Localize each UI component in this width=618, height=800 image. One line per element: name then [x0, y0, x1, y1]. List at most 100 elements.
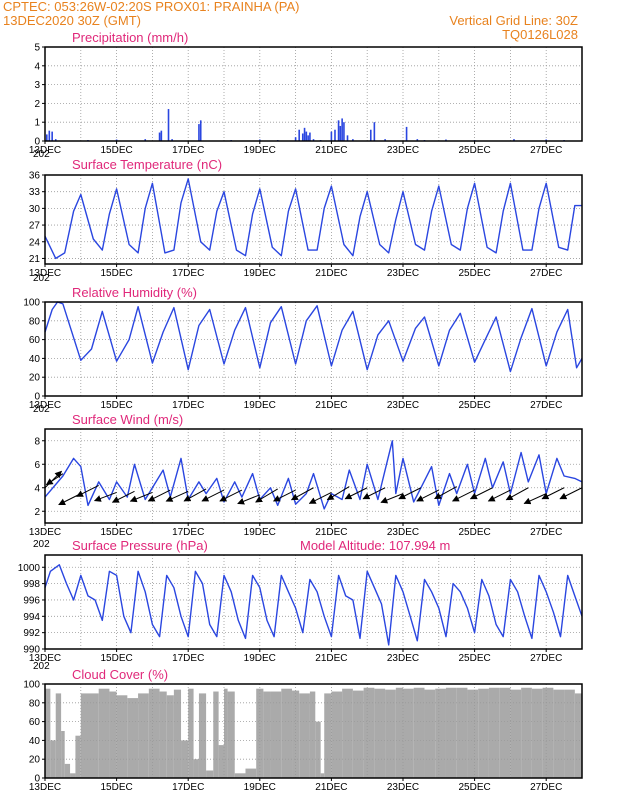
wind-vector-arrow — [398, 487, 422, 500]
wind-vector-arrow — [487, 489, 511, 502]
precip-bar — [373, 122, 376, 141]
precip-xticks: 13DEC 15DEC 17DEC 19DEC 21DEC 23DEC 25DEC 27DEC — [29, 141, 562, 156]
cloud-column — [292, 690, 300, 778]
cloud-column — [75, 735, 81, 778]
cloud-column — [181, 740, 189, 778]
cloud-column — [148, 688, 160, 778]
cloud-column — [413, 687, 425, 778]
wind-vector-arrow — [45, 473, 64, 486]
wind-xtick-label: 19DEC — [244, 527, 276, 538]
cloud-xtick-label: 21DEC — [315, 782, 347, 793]
precip-ytick-label: 0 — [34, 137, 40, 148]
precip-ytick-label: 5 — [34, 43, 40, 54]
pres-ytick-label: 992 — [23, 628, 40, 639]
cloud-ytick-label: 40 — [29, 736, 41, 747]
precip-xtick-label: 25DEC — [458, 145, 490, 156]
precip-bar — [48, 130, 51, 141]
temp-ytick-label: 24 — [29, 237, 41, 248]
precip-bar — [384, 139, 386, 141]
temp-panel: Surface Temperature (nC) 21 24 27 30 33 36 13… — [29, 157, 583, 284]
precip-xtick-label: 17DEC — [172, 145, 204, 156]
cloud-column — [352, 690, 364, 778]
cloud-column — [564, 689, 575, 778]
precip-panel: Precipitation (mm/h) 0 1 2 3 4 5 13DEC 15DEC 17… — [29, 30, 583, 160]
wind-vector-arrow — [362, 487, 386, 500]
cloud-ytick-label: 0 — [34, 774, 40, 785]
pres-marks — [44, 564, 583, 646]
temp-xtick-label: 17DEC — [172, 268, 204, 279]
wind-vector-arrow — [165, 490, 189, 502]
wind-vector-arrow — [255, 488, 278, 503]
cloud-column — [331, 691, 343, 778]
pres-xticks: 13DEC 15DEC 17DEC 19DEC 21DEC 23DEC 25DEC 27DEC — [29, 649, 562, 664]
wind-title: Surface Wind (m/s) — [72, 412, 183, 427]
precip-bar — [298, 129, 300, 141]
temp-ytick-label: 36 — [29, 171, 41, 182]
cloud-column — [281, 688, 293, 778]
cloud-column — [70, 773, 76, 778]
rh-xtick-label: 15DEC — [100, 400, 132, 411]
cloud-column — [542, 687, 554, 778]
temp-yticks: 21 24 27 30 33 36 — [29, 171, 45, 265]
pres-title: Surface Pressure (hPa) — [72, 538, 208, 553]
cloud-column — [342, 688, 353, 778]
wind-vector-arrow — [219, 489, 243, 502]
temp-ytick-label: 30 — [29, 204, 41, 215]
pres-line — [44, 564, 583, 646]
precip-bar — [198, 124, 200, 141]
wind-vector-arrow — [111, 490, 135, 503]
wind-vector-arrow — [58, 493, 82, 506]
rh-ytick-label: 0 — [34, 392, 40, 403]
cloud-column — [138, 693, 149, 778]
precip-bar — [330, 131, 333, 141]
pres-xtick-label: 27DEC — [530, 653, 562, 664]
cloud-ytick-label: 80 — [29, 698, 41, 709]
cloud-xtick-label: 25DEC — [458, 782, 490, 793]
cloud-column — [299, 693, 310, 778]
wind-vector-arrow — [76, 484, 99, 497]
pres-ytick-label: 998 — [23, 579, 40, 590]
cloud-column — [263, 691, 271, 778]
precip-xtick-label: 23DEC — [387, 145, 419, 156]
cloud-column — [159, 691, 167, 778]
wind-ytick-label: 6 — [34, 460, 40, 471]
cloud-column — [80, 693, 99, 778]
cloud-column — [166, 695, 174, 778]
temp-line — [44, 178, 582, 260]
cloud-ytick-label: 100 — [23, 680, 40, 691]
cloud-column — [521, 687, 532, 778]
temp-xtick-label: 27DEC — [530, 268, 562, 279]
rh-grid-group — [45, 302, 582, 396]
cloud-column — [374, 688, 386, 778]
cloud-column — [55, 693, 62, 778]
precip-grid-group — [45, 47, 582, 141]
precip-bar — [144, 139, 147, 141]
rh-year: 202 — [33, 404, 50, 415]
precip-xtick-label: 13DEC — [29, 145, 61, 156]
cloud-yticks: 0 20 40 60 80 100 — [23, 680, 45, 785]
rh-line — [44, 301, 583, 373]
precip-bar — [334, 129, 336, 141]
cloud-column — [510, 689, 522, 778]
precip-bar — [513, 139, 515, 141]
pres-year: 202 — [33, 661, 50, 672]
wind-xtick-label: 15DEC — [100, 527, 132, 538]
rh-title: Relative Humidity (%) — [72, 285, 197, 300]
rh-xtick-label: 23DEC — [387, 400, 419, 411]
wind-marks — [44, 440, 583, 510]
cloud-column — [488, 687, 500, 778]
cloud-column — [213, 691, 219, 778]
wind-ytick-label: 8 — [34, 436, 40, 447]
temp-xtick-label: 13DEC — [29, 268, 61, 279]
wind-xtick-label: 21DEC — [315, 527, 347, 538]
wind-line — [44, 440, 583, 510]
wind-vector-arrow — [434, 486, 457, 500]
precip-ytick-label: 2 — [34, 99, 40, 110]
precip-bar — [259, 139, 261, 141]
precip-bar — [405, 126, 408, 141]
pres-subtitle: Model Altitude: 107.994 m — [300, 538, 450, 553]
cloud-column — [206, 770, 214, 778]
cloud-column — [245, 768, 257, 778]
rh-frame — [44, 301, 583, 397]
header-line3-right: TQ0126L028 — [502, 27, 578, 42]
